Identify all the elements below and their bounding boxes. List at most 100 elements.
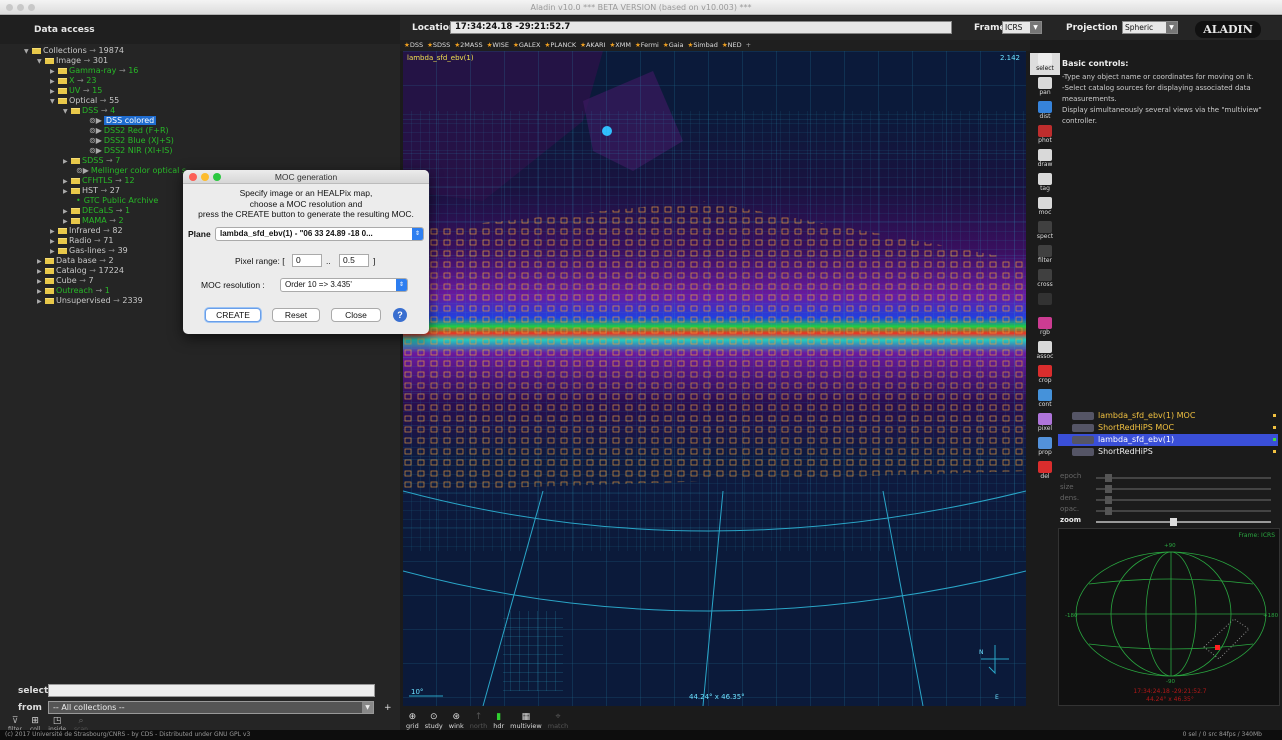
catalog-shortcut[interactable]: ★PLANCK bbox=[545, 41, 577, 49]
catalog-shortcut[interactable]: ★DSS bbox=[404, 41, 423, 49]
tree-item[interactable]: ⊚▶ DSS2 NIR (XI+IS) bbox=[24, 146, 186, 156]
tree-item[interactable]: ▼ Optical → 55 bbox=[24, 96, 186, 106]
pixel-min-input[interactable]: 0 bbox=[292, 254, 322, 267]
catalog-shortcut[interactable]: ★GALEX bbox=[513, 41, 541, 49]
tree-item[interactable]: ▶ Gamma-ray → 16 bbox=[24, 66, 186, 76]
catalog-shortcut[interactable]: ★SDSS bbox=[427, 41, 450, 49]
tree-item[interactable]: ▶ MAMA → 2 bbox=[24, 216, 186, 226]
triangle-right-icon[interactable]: ▶ bbox=[63, 188, 68, 195]
triangle-right-icon[interactable]: ▶ bbox=[37, 298, 42, 305]
slider-track[interactable] bbox=[1096, 474, 1271, 482]
catalog-shortcut[interactable]: ★XMM bbox=[609, 41, 631, 49]
inside-tool-button[interactable]: ◳inside bbox=[48, 716, 66, 733]
allsky-minimap[interactable]: Frame: ICRS +90 -90 -180 +180 17:34:24.1… bbox=[1058, 528, 1280, 706]
tree-item[interactable]: ▶ HST → 27 bbox=[24, 186, 186, 196]
tool-dist-button[interactable]: dist bbox=[1030, 101, 1060, 123]
tool-tag-button[interactable]: tag bbox=[1030, 173, 1060, 195]
slider-thumb[interactable] bbox=[1104, 485, 1112, 493]
window-close-button[interactable] bbox=[6, 4, 13, 11]
view-tool-hdr-button[interactable]: ▮ hdr bbox=[493, 712, 504, 730]
catalog-shortcut[interactable]: ★Gaia bbox=[663, 41, 684, 49]
triangle-right-icon[interactable]: ▶ bbox=[50, 238, 55, 245]
catalog-shortcut[interactable]: ★AKARI bbox=[580, 41, 605, 49]
tool-moc-button[interactable]: moc bbox=[1030, 197, 1060, 219]
slider-zoom[interactable]: zoom bbox=[1058, 516, 1278, 527]
layer-item[interactable]: ShortRedHiPS bbox=[1058, 446, 1278, 458]
window-zoom-button[interactable] bbox=[28, 4, 35, 11]
slider-track[interactable] bbox=[1096, 496, 1271, 504]
triangle-right-icon[interactable]: ▶ bbox=[50, 228, 55, 235]
tree-item[interactable]: ▶ UV → 15 bbox=[24, 86, 186, 96]
triangle-right-icon[interactable]: ▶ bbox=[63, 208, 68, 215]
tool-cont-button[interactable]: cont bbox=[1030, 389, 1060, 411]
catalog-shortcut[interactable]: ★2MASS bbox=[454, 41, 482, 49]
slider-thumb[interactable] bbox=[1104, 474, 1112, 482]
scan-tool-button[interactable]: ⌕scan bbox=[74, 716, 88, 733]
tool-del-button[interactable]: del bbox=[1030, 461, 1060, 483]
create-button[interactable]: CREATE bbox=[205, 308, 261, 322]
pixel-max-input[interactable]: 0.5 bbox=[339, 254, 369, 267]
tree-item[interactable]: ⊚▶ DSS colored bbox=[24, 116, 186, 126]
slider-thumb[interactable] bbox=[1104, 507, 1112, 515]
tree-item[interactable]: ▶ Outreach → 1 bbox=[24, 286, 186, 296]
plane-select[interactable]: lambda_sfd_ebv(1) - "06 33 24.89 -18 0..… bbox=[215, 227, 424, 241]
tree-item[interactable]: ⊚▶ Mellinger color optical s bbox=[24, 166, 186, 176]
tree-item[interactable]: ▶ CFHTLS → 12 bbox=[24, 176, 186, 186]
add-catalog-button[interactable]: + bbox=[745, 41, 752, 49]
triangle-right-icon[interactable]: ▶ bbox=[37, 288, 42, 295]
frame-select[interactable]: ICRS ▼ bbox=[1002, 21, 1042, 34]
triangle-right-icon[interactable]: ▶ bbox=[63, 158, 68, 165]
catalog-shortcut[interactable]: ★WISE bbox=[487, 41, 509, 49]
triangle-right-icon[interactable]: ▶ bbox=[50, 78, 55, 85]
layer-item[interactable]: lambda_sfd_ebv(1) bbox=[1058, 434, 1278, 446]
slider-dens[interactable]: dens. bbox=[1058, 494, 1278, 505]
triangle-down-icon[interactable]: ▼ bbox=[37, 58, 42, 65]
triangle-right-icon[interactable]: ▶ bbox=[50, 68, 55, 75]
catalog-shortcut[interactable]: ★Fermi bbox=[635, 41, 659, 49]
tool-pixel-button[interactable]: pixel bbox=[1030, 413, 1060, 435]
tree-item[interactable]: ▶ X → 23 bbox=[24, 76, 186, 86]
tree-item[interactable]: ▶ DECaLS → 1 bbox=[24, 206, 186, 216]
tool-phot-button[interactable]: phot bbox=[1030, 125, 1060, 147]
view-tool-match-button[interactable]: ⌖ match bbox=[548, 712, 569, 730]
filter-tool-button[interactable]: ⊽filter bbox=[8, 716, 22, 733]
slider-track[interactable] bbox=[1096, 518, 1271, 526]
tool-pan-button[interactable]: pan bbox=[1030, 77, 1060, 99]
slider-track[interactable] bbox=[1096, 485, 1271, 493]
tool-draw-button[interactable]: draw bbox=[1030, 149, 1060, 171]
tool-select-button[interactable]: select bbox=[1030, 53, 1060, 75]
tree-item[interactable]: ▶ Unsupervised → 2339 bbox=[24, 296, 186, 306]
view-tool-wink-button[interactable]: ⊛ wink bbox=[449, 712, 464, 730]
tool-crop-button[interactable]: crop bbox=[1030, 365, 1060, 387]
tree-item[interactable]: ▶ Data base → 2 bbox=[24, 256, 186, 266]
tool-rgb-button[interactable]: rgb bbox=[1030, 317, 1060, 339]
triangle-right-icon[interactable]: ▶ bbox=[63, 218, 68, 225]
tree-item[interactable]: ⊚▶ DSS2 Red (F+R) bbox=[24, 126, 186, 136]
triangle-right-icon[interactable]: ▶ bbox=[37, 268, 42, 275]
tool-spect-button[interactable]: spect bbox=[1030, 221, 1060, 243]
dialog-close-button[interactable] bbox=[189, 173, 197, 181]
tree-item[interactable]: ▼ Image → 301 bbox=[24, 56, 186, 66]
tool-assoc-button[interactable]: assoc bbox=[1030, 341, 1060, 363]
triangle-down-icon[interactable]: ▼ bbox=[50, 98, 55, 105]
dialog-zoom-button[interactable] bbox=[213, 173, 221, 181]
tree-item[interactable]: ▶ Catalog → 17224 bbox=[24, 266, 186, 276]
tree-item[interactable]: ▶ Cube → 7 bbox=[24, 276, 186, 286]
moc-resolution-select[interactable]: Order 10 => 3.435' ⇕ bbox=[280, 278, 408, 292]
tree-item[interactable]: • GTC Public Archive bbox=[24, 196, 186, 206]
coll-tool-button[interactable]: ⊞coll bbox=[30, 716, 40, 733]
dialog-minimize-button[interactable] bbox=[201, 173, 209, 181]
view-tool-north-button[interactable]: ↑ north bbox=[470, 712, 487, 730]
tree-item[interactable]: ▼ DSS → 4 bbox=[24, 106, 186, 116]
tree-item[interactable]: ▶ Gas-lines → 39 bbox=[24, 246, 186, 256]
tree-item[interactable]: ▼ Collections → 19874 bbox=[24, 46, 186, 56]
tree-item[interactable]: ▶ SDSS → 7 bbox=[24, 156, 186, 166]
location-input[interactable]: 17:34:24.18 -29:21:52.7 bbox=[450, 21, 952, 34]
triangle-right-icon[interactable]: ▶ bbox=[50, 248, 55, 255]
tool-unnamed-button[interactable] bbox=[1030, 293, 1060, 315]
triangle-right-icon[interactable]: ▶ bbox=[37, 278, 42, 285]
triangle-down-icon[interactable]: ▼ bbox=[24, 48, 29, 55]
catalog-shortcut[interactable]: ★NED bbox=[722, 41, 742, 49]
tree-item[interactable]: ⊚▶ DSS2 Blue (XJ+S) bbox=[24, 136, 186, 146]
slider-thumb[interactable] bbox=[1169, 518, 1177, 526]
